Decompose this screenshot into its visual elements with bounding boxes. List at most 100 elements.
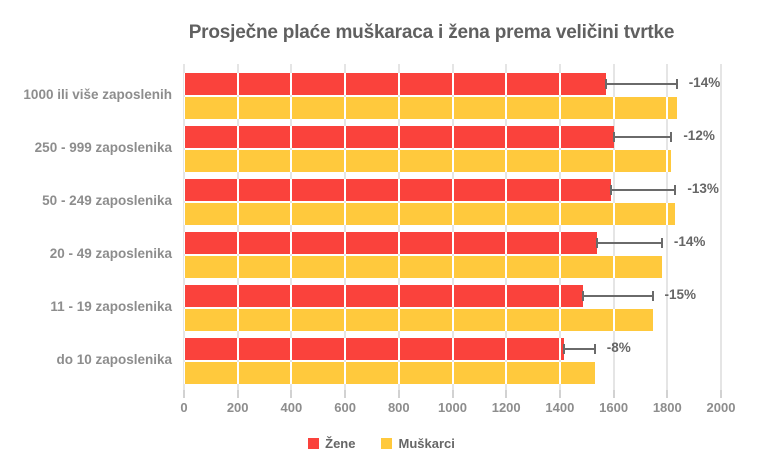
bar-gridline-overlay (397, 285, 400, 307)
bar-gridline-overlay (505, 179, 508, 201)
gap-errorbar-cap-right (660, 238, 663, 248)
bar-men (184, 256, 662, 278)
bar-gridline-overlay (612, 97, 615, 119)
bar-gridline-overlay (451, 285, 454, 307)
bar-gridline-overlay (236, 150, 239, 172)
bar-gridline-overlay (558, 256, 561, 278)
axis-tick (612, 390, 615, 398)
gap-errorbar-line (582, 295, 653, 297)
bar-gridline-overlay (184, 362, 185, 384)
axis-tick (558, 390, 561, 398)
bar-gridline-overlay (290, 232, 293, 254)
women-legend-swatch (308, 438, 320, 449)
gap-errorbar-line (613, 136, 672, 138)
gap-errorbar-cap-right (670, 132, 673, 142)
bar-gridline-overlay (451, 73, 454, 95)
bar-gridline-overlay (558, 362, 561, 384)
bar-gridline-overlay (558, 309, 561, 331)
bar-gridline-overlay (344, 232, 347, 254)
chart-title: Prosječne plaće muškaraca i žena prema v… (188, 22, 675, 43)
axis-tick (290, 390, 293, 398)
bar-gridline-overlay (290, 150, 293, 172)
gridline (183, 64, 185, 390)
x-tick-label: 800 (387, 400, 410, 415)
category-label: 11 - 19 zaposlenika (50, 299, 172, 314)
bar-gridline-overlay (290, 309, 293, 331)
bar-gridline-overlay (397, 150, 400, 172)
bar-gridline-overlay (558, 73, 561, 95)
bar-gridline-overlay (184, 179, 185, 201)
gap-errorbar-cap-left (596, 238, 599, 248)
bar-gridline-overlay (451, 97, 454, 119)
bar-gridline-overlay (505, 338, 508, 360)
gap-errorbar-line (563, 348, 595, 350)
bar-gridline-overlay (290, 285, 293, 307)
bar-gridline-overlay (344, 362, 347, 384)
axis-tick (451, 390, 454, 398)
gap-percentage-label: -14% (688, 75, 721, 90)
bar-gridline-overlay (505, 97, 508, 119)
bar-gridline-overlay (397, 179, 400, 201)
bar-gridline-overlay (184, 256, 185, 278)
bar-gridline-overlay (290, 73, 293, 95)
bar-gridline-overlay (397, 338, 400, 360)
bar-gridline-overlay (236, 203, 239, 225)
legend-label: Muškarci (398, 436, 455, 451)
bar-gridline-overlay (290, 203, 293, 225)
x-tick-label: 1400 (545, 400, 575, 415)
bar-gridline-overlay (505, 256, 508, 278)
legend: Žene Muškarci (0, 436, 763, 451)
bar-gridline-overlay (184, 73, 185, 95)
bar-gridline-overlay (505, 232, 508, 254)
bar-gridline-overlay (397, 97, 400, 119)
axis-tick (666, 390, 669, 398)
x-tick-label: 1200 (491, 400, 521, 415)
bar-women (184, 232, 598, 254)
bar-gridline-overlay (397, 73, 400, 95)
bar-women (184, 338, 564, 360)
gridline (666, 64, 669, 390)
bar-gridline-overlay (505, 73, 508, 95)
bar-gridline-overlay (666, 150, 669, 172)
bar-gridline-overlay (558, 126, 561, 148)
bar-gridline-overlay (505, 362, 508, 384)
gap-errorbar-cap-right (674, 185, 677, 195)
category-label: 50 - 249 zaposlenika (42, 193, 172, 208)
bar-gridline-overlay (344, 150, 347, 172)
axis-tick (505, 390, 508, 398)
bar-gridline-overlay (451, 232, 454, 254)
bar-gridline-overlay (290, 256, 293, 278)
bar-gridline-overlay (344, 126, 347, 148)
bar-gridline-overlay (558, 232, 561, 254)
gap-errorbar-cap-left (609, 185, 612, 195)
bar-gridline-overlay (184, 126, 185, 148)
bar-gridline-overlay (505, 150, 508, 172)
x-tick-label: 2000 (706, 400, 736, 415)
bar-women (184, 126, 614, 148)
bar-gridline-overlay (612, 150, 615, 172)
bar-gridline-overlay (236, 179, 239, 201)
category-label: 1000 ili više zaposlenih (23, 87, 172, 102)
gap-errorbar-cap-right (593, 344, 596, 354)
bar-gridline-overlay (451, 338, 454, 360)
bar-gridline-overlay (344, 309, 347, 331)
gridline (344, 64, 347, 390)
bar-gridline-overlay (451, 203, 454, 225)
bar-gridline-overlay (558, 338, 561, 360)
x-tick-label: 1800 (652, 400, 682, 415)
gridline (720, 64, 722, 390)
x-tick-label: 1600 (599, 400, 629, 415)
bar-gridline-overlay (290, 362, 293, 384)
gridline (505, 64, 508, 390)
bar-gridline-overlay (612, 203, 615, 225)
gap-errorbar-cap-left (581, 291, 584, 301)
bar-gridline-overlay (236, 256, 239, 278)
bar-gridline-overlay (290, 338, 293, 360)
axis-tick (344, 390, 347, 398)
gap-percentage-label: -8% (606, 340, 631, 355)
bar-women (184, 285, 583, 307)
bar-gridline-overlay (184, 150, 185, 172)
men-legend-swatch (381, 438, 393, 449)
x-tick-label: 200 (226, 400, 249, 415)
